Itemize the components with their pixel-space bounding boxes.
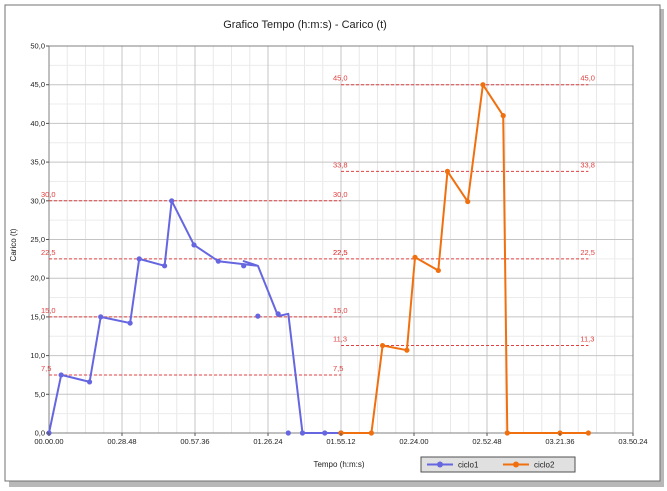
reference-label-right: 11,3 xyxy=(580,335,594,344)
x-tick-label: 03.21.36 xyxy=(545,437,574,446)
legend-marker-ciclo2 xyxy=(513,461,519,468)
legend-marker-ciclo1 xyxy=(437,461,443,468)
reference-label-right: 15,0 xyxy=(333,306,348,315)
data-point-ciclo2 xyxy=(435,267,441,274)
data-point-ciclo1 xyxy=(127,320,133,326)
x-axis-label: Tempo (h:m:s) xyxy=(313,460,364,469)
data-point-ciclo2 xyxy=(585,430,591,436)
reference-label-left: 11,3 xyxy=(333,335,347,344)
data-point-ciclo2 xyxy=(465,198,471,205)
reference-label-left: 22,5 xyxy=(41,248,56,257)
y-tick-label: 5,0 xyxy=(35,390,45,399)
reference-label-right: 33,8 xyxy=(580,160,595,169)
y-tick-label: 25,0 xyxy=(30,235,45,244)
y-axis-label: Carico (t) xyxy=(9,228,18,261)
data-point-ciclo2 xyxy=(379,342,386,349)
data-point-ciclo1 xyxy=(299,430,306,436)
x-tick-label: 02.52.48 xyxy=(472,437,501,446)
legend-label-ciclo1: ciclo1 xyxy=(458,461,479,470)
data-point-ciclo1 xyxy=(58,372,64,378)
data-point-ciclo1 xyxy=(98,314,104,320)
data-point-ciclo2 xyxy=(444,168,451,174)
reference-label-right: 7,5 xyxy=(333,364,343,373)
data-point-ciclo1 xyxy=(322,430,328,436)
reference-label-left: 45,0 xyxy=(333,74,348,83)
reference-lines: 7,5 7,5 15,0 15,0 22,5 22,5 30,0 30,0 11,3 11,3 22… xyxy=(41,74,595,376)
data-point-ciclo1 xyxy=(86,379,93,385)
x-tick-label: 00.00.00 xyxy=(34,437,63,446)
y-tick-label: 40,0 xyxy=(30,119,45,128)
x-tick-label: 01.26.24 xyxy=(253,437,282,446)
reference-label-right: 22,5 xyxy=(580,248,595,257)
axes: 00.00.00 00.28.48 00.57.36 01.26.24 01.55.12… xyxy=(30,42,647,447)
y-tick-label: 30,0 xyxy=(30,196,45,205)
y-tick-label: 50,0 xyxy=(30,42,45,51)
chart-title: Grafico Tempo (h:m:s) - Carico (t) xyxy=(223,19,387,31)
legend-box xyxy=(420,456,576,473)
reference-label-left: 30,0 xyxy=(41,190,56,199)
data-point-ciclo1 xyxy=(275,311,281,317)
x-tick-label: 01.55.12 xyxy=(326,437,355,446)
legend-label-ciclo2: ciclo2 xyxy=(534,461,555,470)
data-point-ciclo2 xyxy=(368,430,375,436)
y-tick-label: 10,0 xyxy=(30,351,45,360)
data-point-ciclo1 xyxy=(241,263,247,269)
data-point-ciclo2 xyxy=(412,254,418,260)
data-point-ciclo2 xyxy=(500,113,506,119)
data-point-ciclo1 xyxy=(255,313,261,319)
y-tick-label: 45,0 xyxy=(30,80,45,89)
data-point-ciclo2 xyxy=(404,347,410,353)
reference-label-right: 22,5 xyxy=(333,248,348,257)
series-line-ciclo1 xyxy=(48,199,341,434)
data-point-ciclo1 xyxy=(169,198,175,204)
series xyxy=(46,82,591,436)
data-point-ciclo1 xyxy=(136,256,142,262)
reference-label-left: 7,5 xyxy=(41,364,51,373)
y-tick-label: 35,0 xyxy=(30,158,45,167)
x-tick-label: 00.57.36 xyxy=(180,437,209,446)
legend: ciclo1 ciclo2 xyxy=(420,456,576,473)
data-point-ciclo2 xyxy=(480,82,486,88)
x-tick-label: 00.28.48 xyxy=(107,437,136,446)
data-point-ciclo1 xyxy=(191,242,197,248)
reference-label-right: 45,0 xyxy=(580,74,595,83)
data-point-ciclo1 xyxy=(285,430,291,436)
reference-label-left: 15,0 xyxy=(41,306,56,315)
y-tick-label: 0,0 xyxy=(35,429,45,438)
reference-label-left: 22,5 xyxy=(333,248,348,257)
x-tick-label: 02.24.00 xyxy=(399,437,428,446)
reference-label-right: 30,0 xyxy=(333,190,348,199)
x-tick-label: 03.50.24 xyxy=(618,437,647,446)
y-tick-label: 15,0 xyxy=(30,312,45,321)
y-tick-label: 20,0 xyxy=(30,274,45,283)
data-point-ciclo1 xyxy=(215,258,221,264)
data-point-ciclo2 xyxy=(504,430,510,436)
data-point-ciclo1 xyxy=(161,263,168,269)
reference-label-left: 33,8 xyxy=(333,160,348,169)
